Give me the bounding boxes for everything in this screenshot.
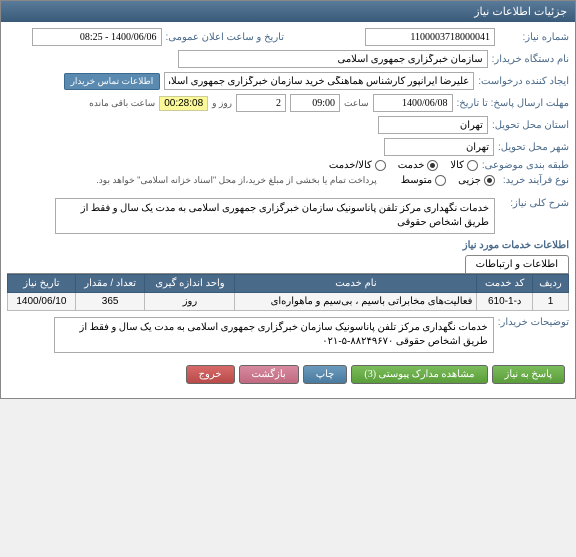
deadline-label: مهلت ارسال پاسخ: تا تاریخ: bbox=[457, 98, 569, 109]
need-number-label: شماره نیاز: bbox=[499, 32, 569, 43]
view-docs-button[interactable]: مشاهده مدارک پیوستی (3) bbox=[351, 365, 487, 384]
cell-unit: روز bbox=[145, 293, 235, 311]
radio-service[interactable]: خدمت bbox=[398, 160, 439, 171]
city-label: شهر محل تحویل: bbox=[498, 142, 569, 153]
buyer-notes-textarea[interactable]: خدمات نگهداری مرکز تلفن پاناسونیک سازمان… bbox=[54, 317, 494, 353]
services-info-heading: اطلاعات خدمات مورد نیاز bbox=[7, 240, 569, 251]
th-name: نام خدمت bbox=[235, 275, 477, 293]
print-button[interactable]: چاپ bbox=[303, 365, 348, 384]
remaining-time-box: 00:28:08 bbox=[159, 96, 208, 111]
city-input[interactable] bbox=[384, 138, 494, 156]
deadline-time-input[interactable] bbox=[290, 94, 340, 112]
description-textarea[interactable]: خدمات نگهداری مرکز تلفن پاناسونیک سازمان… bbox=[55, 198, 495, 234]
org-label: نام دستگاه خریدار: bbox=[492, 54, 569, 65]
province-input[interactable] bbox=[378, 116, 488, 134]
subject-type-group: کالا خدمت کالا/خدمت bbox=[329, 160, 478, 171]
saat-label: ساعت bbox=[344, 98, 369, 109]
cell-name: فعالیت‌های مخابراتی باسیم ، بی‌سیم و ماه… bbox=[235, 293, 477, 311]
cell-row: 1 bbox=[532, 293, 568, 311]
announce-date-input[interactable] bbox=[32, 28, 162, 46]
org-input[interactable] bbox=[178, 50, 488, 68]
payment-note: پرداخت تمام یا بخشی از مبلغ خرید،از محل … bbox=[96, 175, 376, 186]
purchase-type-group: جزیی متوسط bbox=[401, 175, 495, 186]
tab-bar: اطلاعات و ارتباطات bbox=[7, 255, 569, 274]
exit-button[interactable]: خروج bbox=[186, 365, 235, 384]
need-details-window: جزئیات اطلاعات نیاز شماره نیاز: تاریخ و … bbox=[0, 0, 576, 399]
th-code: کد خدمت bbox=[477, 275, 533, 293]
cell-qty: 365 bbox=[75, 293, 145, 311]
radio-minor[interactable]: جزیی bbox=[458, 175, 495, 186]
services-table: ردیف کد خدمت نام خدمت واحد اندازه گیری ت… bbox=[7, 274, 569, 311]
contact-info-button[interactable]: اطلاعات تماس خریدار bbox=[64, 73, 161, 90]
cell-code: د-1-610 bbox=[477, 293, 533, 311]
respond-button[interactable]: پاسخ به نیاز bbox=[492, 365, 566, 384]
tab-communications[interactable]: اطلاعات و ارتباطات bbox=[465, 255, 569, 273]
window-title-bar: جزئیات اطلاعات نیاز bbox=[1, 1, 575, 22]
buyer-notes-label: توضیحات خریدار: bbox=[498, 317, 569, 328]
action-button-bar: پاسخ به نیاز مشاهده مدارک پیوستی (3) چاپ… bbox=[7, 357, 569, 392]
description-label: شرح کلی نیاز: bbox=[499, 198, 569, 209]
remaining-label: ساعت باقی مانده bbox=[89, 98, 155, 109]
radio-goods-service[interactable]: کالا/خدمت bbox=[329, 160, 386, 171]
table-header-row: ردیف کد خدمت نام خدمت واحد اندازه گیری ت… bbox=[8, 275, 569, 293]
back-button[interactable]: بازگشت bbox=[239, 365, 299, 384]
province-label: استان محل تحویل: bbox=[492, 120, 569, 131]
radio-goods[interactable]: کالا bbox=[450, 160, 478, 171]
window-title: جزئیات اطلاعات نیاز bbox=[474, 6, 567, 18]
creator-input[interactable] bbox=[164, 72, 474, 90]
th-qty: تعداد / مقدار bbox=[75, 275, 145, 293]
th-row: ردیف bbox=[532, 275, 568, 293]
subject-type-label: طبقه بندی موضوعی: bbox=[482, 160, 569, 171]
announce-date-label: تاریخ و ساعت اعلان عمومی: bbox=[166, 32, 285, 43]
radio-medium[interactable]: متوسط bbox=[401, 175, 446, 186]
days-input[interactable] bbox=[236, 94, 286, 112]
deadline-date-input[interactable] bbox=[373, 94, 453, 112]
th-unit: واحد اندازه گیری bbox=[145, 275, 235, 293]
form-content: شماره نیاز: تاریخ و ساعت اعلان عمومی: نا… bbox=[1, 22, 575, 398]
need-number-input[interactable] bbox=[365, 28, 495, 46]
table-row[interactable]: 1 د-1-610 فعالیت‌های مخابراتی باسیم ، بی… bbox=[8, 293, 569, 311]
rooz-label: روز و bbox=[212, 98, 232, 109]
th-date: تاریخ نیاز bbox=[8, 275, 76, 293]
purchase-type-label: نوع فرآیند خرید: bbox=[499, 175, 569, 186]
creator-label: ایجاد کننده درخواست: bbox=[478, 76, 569, 87]
cell-date: 1400/06/10 bbox=[8, 293, 76, 311]
